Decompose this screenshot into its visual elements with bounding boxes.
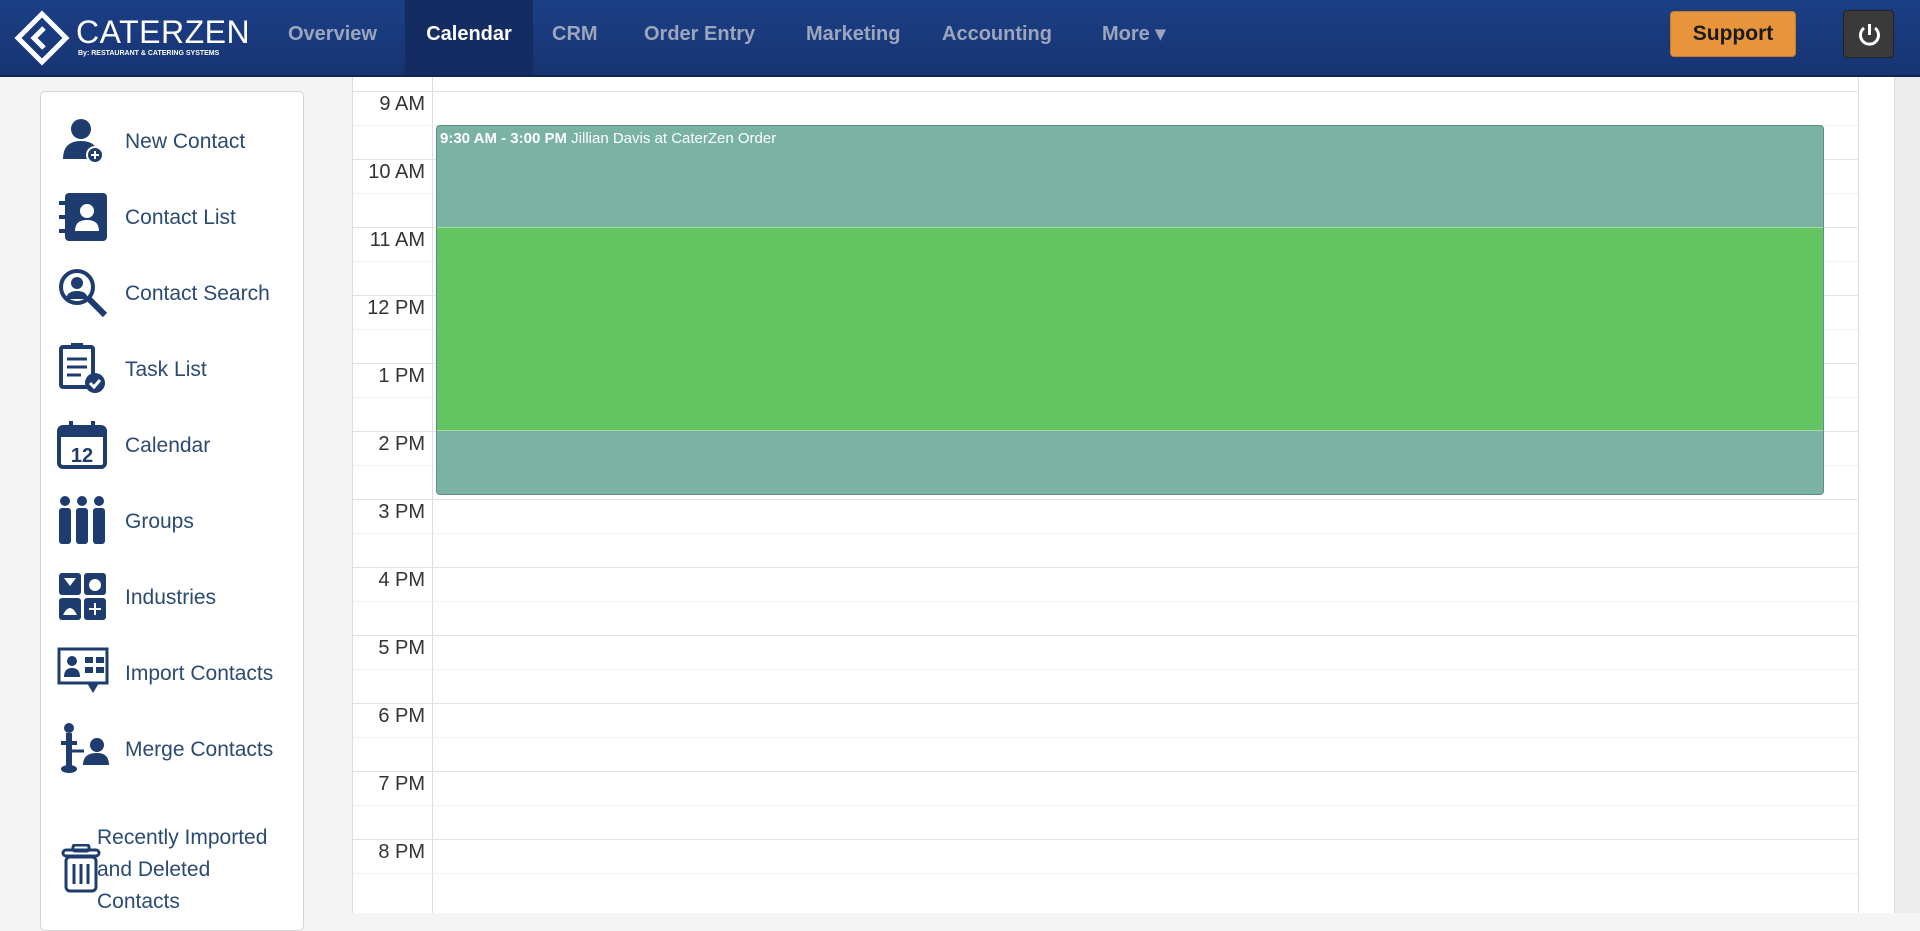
hour-line <box>353 567 1859 568</box>
hour-line <box>353 839 1859 840</box>
support-button[interactable]: Support <box>1670 11 1796 57</box>
calendar-icon: 12 <box>57 421 107 469</box>
time-label: 7 PM <box>378 773 425 795</box>
clipboard-check-icon <box>59 343 105 393</box>
logo-subtitle: By: RESTAURANT & CATERING SYSTEMS <box>78 50 220 57</box>
nav-crm[interactable]: CRM <box>552 23 598 45</box>
logout-button[interactable] <box>1843 10 1894 58</box>
sidebar-item-new-contact[interactable]: New Contact <box>41 107 303 177</box>
top-nav-bar: CATERZEN By: RESTAURANT & CATERING SYSTE… <box>0 0 1920 77</box>
logo-name: CATERZEN <box>76 14 251 50</box>
svg-text:12: 12 <box>71 445 93 467</box>
nav-overview[interactable]: Overview <box>288 23 377 45</box>
scrollbar[interactable] <box>1894 77 1920 913</box>
time-label: 9 AM <box>379 93 425 115</box>
event-title: Jillian Davis at CaterZen Order <box>571 130 777 147</box>
time-label: 3 PM <box>378 501 425 523</box>
time-column: 9 AM 10 AM 11 AM 12 PM 1 PM 2 PM 3 PM 4 PM 5 PM 6… <box>353 77 433 913</box>
sidebar-item-contact-list[interactable]: Contact List <box>41 183 303 253</box>
nav-accounting[interactable]: Accounting <box>942 23 1052 45</box>
time-label: 4 PM <box>378 569 425 591</box>
logo-diamond-icon <box>14 10 70 66</box>
import-icon <box>57 647 109 693</box>
trash-icon <box>61 844 101 893</box>
sidebar-item-contact-search[interactable]: Contact Search <box>41 259 303 329</box>
contact-search-icon <box>59 269 108 318</box>
caterzen-logo[interactable]: CATERZEN By: RESTAURANT & CATERING SYSTE… <box>14 10 250 66</box>
sidebar-item-label: Contact List <box>125 206 236 229</box>
time-label: 6 PM <box>378 705 425 727</box>
time-label: 1 PM <box>378 365 425 387</box>
calendar-event[interactable]: 9:30 AM - 3:00 PM Jillian Davis at Cater… <box>436 125 1824 495</box>
half-hour-line <box>353 601 1859 602</box>
time-label: 11 AM <box>369 229 425 251</box>
sidebar-item-recently-imported-and-deleted-contacts[interactable]: Recently Imported and Deleted Contacts <box>41 822 303 918</box>
hour-line <box>353 771 1859 772</box>
sidebar-item-calendar[interactable]: 12 Calendar <box>41 411 303 481</box>
half-hour-line <box>353 533 1859 534</box>
hour-line <box>353 499 1859 500</box>
time-label: 12 PM <box>367 297 425 319</box>
sidebar-item-import-contacts[interactable]: Import Contacts <box>41 639 303 709</box>
hour-line <box>353 91 1859 92</box>
sidebar-item-label: New Contact <box>125 130 246 153</box>
sidebar-item-label: Import Contacts <box>125 662 274 685</box>
calendar-day-view[interactable]: 9 AM 10 AM 11 AM 12 PM 1 PM 2 PM 3 PM 4 PM 5 PM 6… <box>352 77 1859 913</box>
power-icon <box>1859 24 1880 46</box>
sidebar-item-industries[interactable]: Industries <box>41 563 303 633</box>
half-hour-line <box>353 669 1859 670</box>
nav-more[interactable]: More ▾ <box>1102 23 1166 45</box>
half-hour-line <box>353 873 1859 874</box>
groups-icon <box>59 496 105 544</box>
sidebar-item-label: Calendar <box>125 434 211 457</box>
time-label: 2 PM <box>378 433 425 455</box>
contact-book-icon <box>59 193 107 241</box>
sidebar-item-merge-contacts[interactable]: Merge Contacts <box>41 715 303 785</box>
sidebar: New Contact Contact List Contact Search Tas… <box>40 91 304 931</box>
time-label: 10 AM <box>368 161 425 183</box>
half-hour-line <box>353 737 1859 738</box>
industries-icon <box>59 573 106 620</box>
time-label: 5 PM <box>378 637 425 659</box>
sidebar-item-label: Recently Imported and Deleted Contacts <box>97 826 268 913</box>
sidebar-item-label: Task List <box>125 358 207 381</box>
sidebar-item-label: Groups <box>125 510 194 533</box>
merge-icon <box>61 723 109 773</box>
hour-line <box>353 703 1859 704</box>
half-hour-line <box>353 805 1859 806</box>
sidebar-item-label: Contact Search <box>125 282 270 305</box>
event-time: 9:30 AM - 3:00 PM <box>440 130 567 147</box>
sidebar-item-groups[interactable]: Groups <box>41 487 303 557</box>
calendar-right-gutter <box>1858 77 1894 913</box>
time-label: 8 PM <box>378 841 425 863</box>
event-highlight <box>437 227 1823 431</box>
sidebar-item-task-list[interactable]: Task List <box>41 335 303 405</box>
nav-marketing[interactable]: Marketing <box>806 23 901 45</box>
sidebar-item-label: Industries <box>125 586 217 609</box>
hour-line <box>353 635 1859 636</box>
nav-order-entry[interactable]: Order Entry <box>644 23 756 45</box>
sidebar-item-label: Merge Contacts <box>125 738 274 761</box>
add-user-icon <box>63 119 104 164</box>
nav-calendar[interactable]: Calendar <box>405 0 533 75</box>
